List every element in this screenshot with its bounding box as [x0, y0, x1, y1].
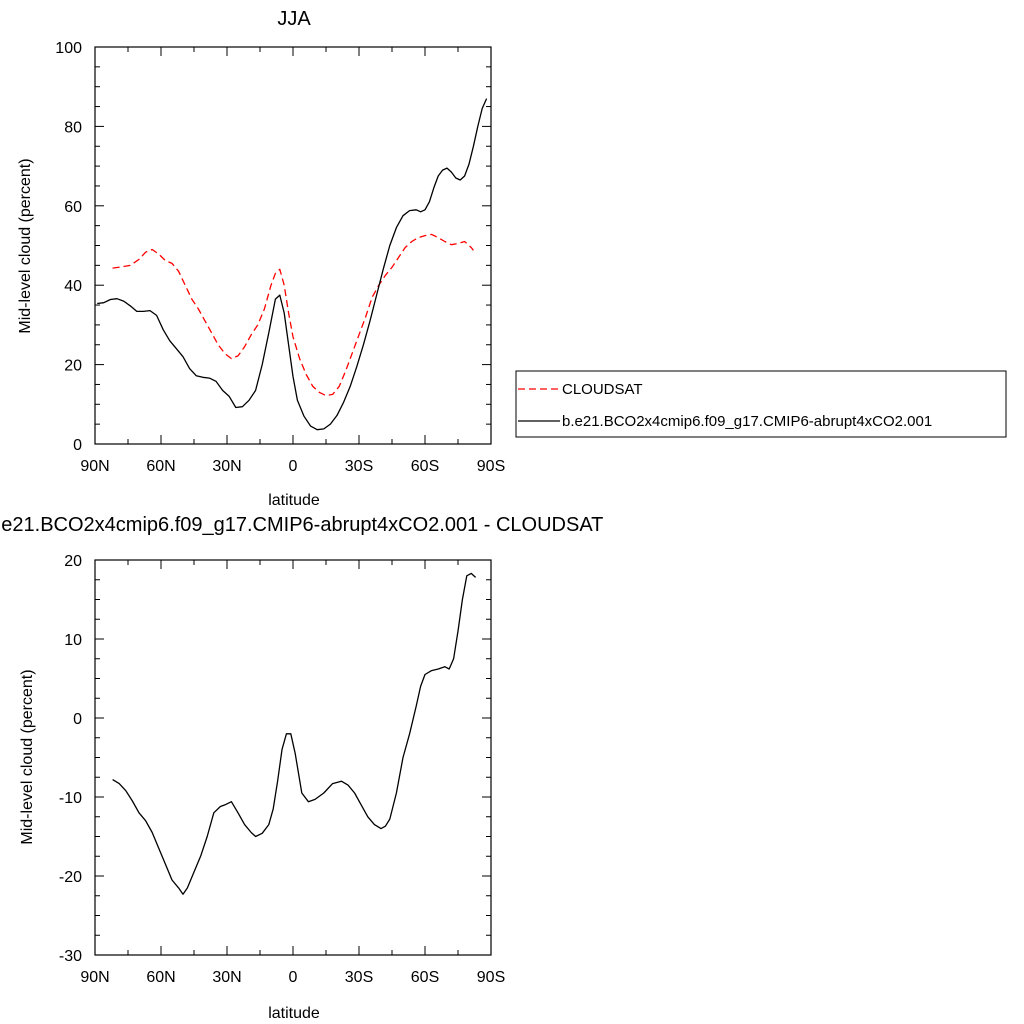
legend-box [515, 370, 1007, 438]
chart-top-y-tick-label: 60 [64, 199, 82, 216]
chart-bottom-x-tick-label: 30S [345, 969, 373, 986]
chart-bottom-series-model-line [112, 572, 477, 895]
chart-top-series-cloudsat-line [112, 233, 474, 397]
chart-bottom-ylabel: Mid-level cloud (percent) [19, 669, 36, 844]
chart-bottom-xlabel: latitude [268, 1005, 320, 1022]
chart-top-x-tick-label: 60S [411, 458, 439, 475]
chart-top-x-tick-label: 90N [80, 458, 109, 475]
chart-top-y-tick-label: 80 [64, 119, 82, 136]
chart-bottom-y-tick-label: 0 [73, 711, 82, 728]
chart-top-series-model-line [97, 98, 488, 431]
chart-top-y-tick-label: 20 [64, 358, 82, 375]
chart-bottom-x-tick-label: 60S [411, 969, 439, 986]
chart-bottom-x-tick-label: 60N [146, 969, 175, 986]
chart-top-y-tick-label: 0 [73, 437, 82, 454]
chart-top-x-tick-label: 60N [146, 458, 175, 475]
chart-bottom-x-tick-label: 0 [289, 969, 298, 986]
chart-top-x-tick-label: 30N [212, 458, 241, 475]
chart-bottom-axes: 90N 60N 30N 0 30S 60S 90S -30 -20 -10 0 10 20 [59, 553, 505, 986]
chart-bottom-y-tick-label: -30 [59, 948, 82, 965]
chart-top-frame [94, 46, 492, 445]
chart-bottom-frame [94, 559, 492, 956]
chart-bottom-x-tick-label: 30N [212, 969, 241, 986]
chart-bottom-y-tick-label: -20 [59, 869, 82, 886]
chart-top-x-tick-label: 90S [477, 458, 505, 475]
chart-top-ylabel: Mid-level cloud (percent) [17, 158, 34, 333]
chart-bottom-y-tick-label: 20 [64, 553, 82, 570]
chart-bottom: b.e21.BCO2x4cmip6.f09_g17.CMIP6-abrupt4x… [0, 514, 603, 1022]
chart-top-legend: CLOUDSAT b.e21.BCO2x4cmip6.f09_g17.CMIP6… [515, 370, 1007, 438]
chart-bottom-title: b.e21.BCO2x4cmip6.f09_g17.CMIP6-abrupt4x… [0, 514, 603, 536]
chart-top-axes: 90N 60N 30N 0 30S 60S 90S 0 20 40 60 80 100 [55, 40, 505, 475]
chart-top-y-tick-label: 40 [64, 278, 82, 295]
chart-bottom-x-tick-label: 90S [477, 969, 505, 986]
chart-bottom-y-tick-label: -10 [59, 790, 82, 807]
chart-top-title: JJA [277, 8, 311, 30]
legend-label-model: b.e21.BCO2x4cmip6.f09_g17.CMIP6-abrupt4x… [562, 413, 932, 430]
chart-top-xlabel: latitude [268, 492, 320, 509]
chart-bottom-y-tick-label: 10 [64, 632, 82, 649]
chart-top-y-tick-label: 100 [55, 40, 82, 57]
chart-top-x-tick-label: 0 [289, 458, 298, 475]
chart-top-x-tick-label: 30S [345, 458, 373, 475]
chart-bottom-plot-area [112, 572, 477, 895]
legend-label-cloudsat: CLOUDSAT [562, 381, 643, 398]
chart-top: JJA 90N 60N 30N 0 30S 60S 90S 0 20 40 60 80 100 lati… [17, 8, 505, 509]
chart-top-plot-area [97, 98, 488, 431]
chart-bottom-x-tick-label: 90N [80, 969, 109, 986]
